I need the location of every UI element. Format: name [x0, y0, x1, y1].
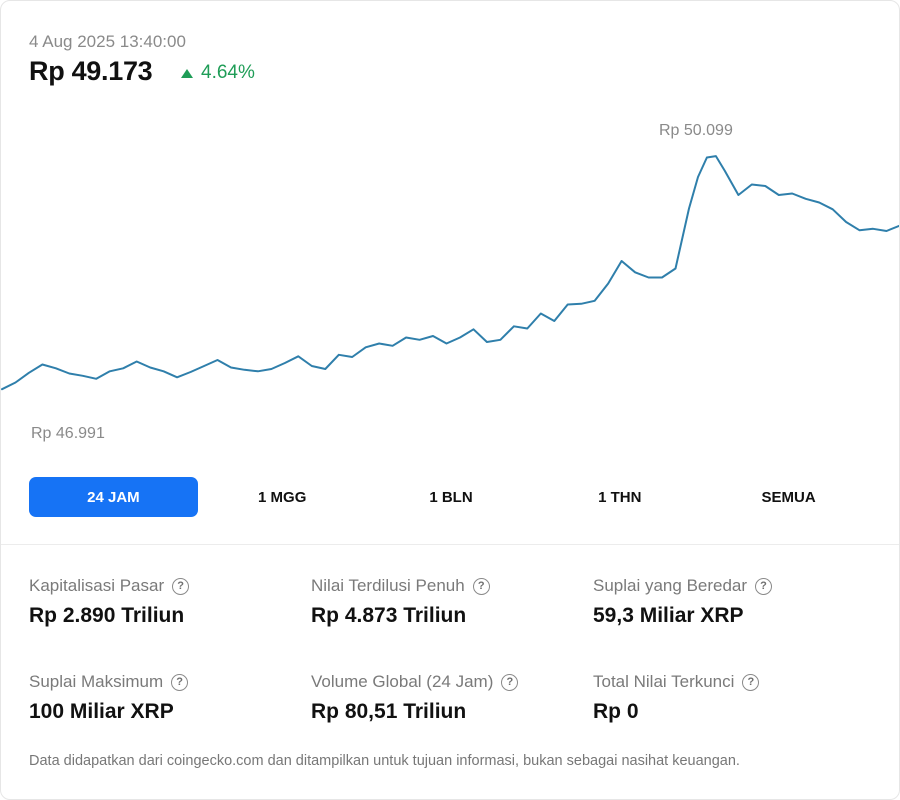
current-price: Rp 49.173 [29, 56, 153, 86]
tab-1-bln[interactable]: 1 BLN [429, 488, 473, 506]
stat-max-supply: Suplai Maksimum ? 100 Miliar XRP [29, 670, 311, 724]
stat-label: Volume Global (24 Jam) [311, 672, 494, 691]
arrow-up-icon [181, 68, 193, 78]
price-series-line [1, 155, 899, 391]
stat-label: Suplai yang Beredar [593, 576, 748, 595]
stat-value: Rp 4.873 Triliun [311, 604, 467, 627]
tab-24-jam[interactable]: 24 JAM [29, 477, 198, 517]
chart-low-label: Rp 46.991 [31, 425, 105, 442]
tab-1-mgg[interactable]: 1 MGG [258, 488, 307, 506]
market-stats: Kapitalisasi Pasar ? Rp 2.890 Triliun Ni… [29, 574, 879, 724]
stat-value: 100 Miliar XRP [29, 700, 174, 723]
tab-1-thn[interactable]: 1 THN [598, 488, 642, 506]
stat-market-cap: Kapitalisasi Pasar ? Rp 2.890 Triliun [29, 574, 311, 628]
help-icon[interactable]: ? [472, 577, 490, 595]
help-icon[interactable]: ? [172, 577, 190, 595]
stat-fully-diluted-value: Nilai Terdilusi Penuh ? Rp 4.873 Triliun [311, 574, 593, 628]
stat-value: Rp 80,51 Triliun [311, 700, 467, 723]
stat-global-volume: Volume Global (24 Jam) ? Rp 80,51 Triliu… [311, 670, 593, 724]
tab-semua[interactable]: SEMUA [761, 488, 816, 506]
disclaimer: Data didapatkan dari coingecko.com dan d… [29, 753, 740, 769]
stat-label: Kapitalisasi Pasar [29, 576, 165, 595]
help-icon[interactable]: ? [755, 577, 773, 595]
stat-value: Rp 0 [593, 700, 639, 723]
stat-total-value-locked: Total Nilai Terkunci ? Rp 0 [593, 670, 875, 724]
price-change: 4.64% [181, 62, 255, 84]
price-chart[interactable]: Rp 50.099 Rp 46.991 [1, 111, 900, 461]
divider [1, 544, 899, 545]
stat-label: Total Nilai Terkunci [593, 672, 735, 691]
stat-label: Suplai Maksimum [29, 672, 164, 691]
price-timestamp: 4 Aug 2025 13:40:00 [29, 32, 186, 51]
help-icon[interactable]: ? [742, 673, 760, 691]
chart-high-label: Rp 50.099 [659, 122, 733, 139]
help-icon[interactable]: ? [501, 673, 519, 691]
stat-value: Rp 2.890 Triliun [29, 604, 185, 627]
stat-circulating-supply: Suplai yang Beredar ? 59,3 Miliar XRP [593, 574, 875, 628]
stat-label: Nilai Terdilusi Penuh [311, 576, 465, 595]
help-icon[interactable]: ? [171, 673, 189, 691]
stat-value: 59,3 Miliar XRP [593, 604, 744, 627]
price-change-value: 4.64% [201, 62, 255, 83]
time-range-tabs: 24 JAM 1 MGG 1 BLN 1 THN SEMUA [29, 477, 873, 517]
